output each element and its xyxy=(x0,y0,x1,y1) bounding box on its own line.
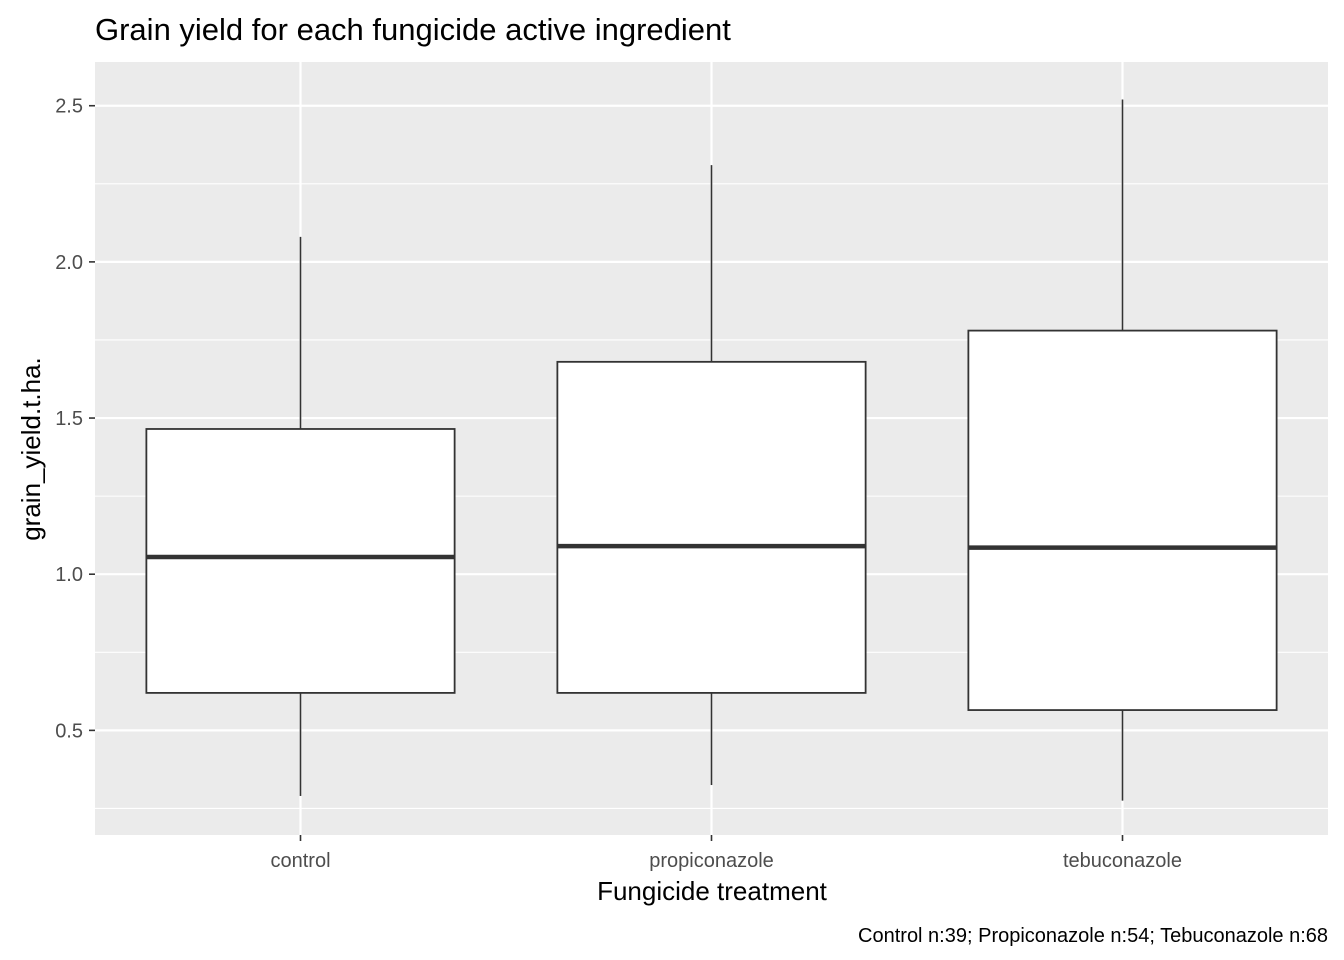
y-tick-label: 2.5 xyxy=(55,96,83,118)
y-axis: 0.5 1.0 1.5 2.0 2.5 xyxy=(55,96,95,742)
box-iqr xyxy=(556,360,867,694)
boxes xyxy=(145,99,1278,801)
box-iqr xyxy=(967,329,1278,711)
chart-title: Grain yield for each fungicide active in… xyxy=(95,12,731,47)
box-propiconazole xyxy=(556,165,867,786)
x-tick-label: propiconazole xyxy=(649,850,774,872)
y-axis-title: grain_yield.t.ha. xyxy=(16,357,46,541)
x-axis: control propiconazole tebuconazole xyxy=(270,835,1182,872)
y-tick-label: 1.0 xyxy=(55,564,83,586)
y-tick-label: 0.5 xyxy=(55,720,83,742)
box-control xyxy=(145,236,456,796)
box-tebuconazole xyxy=(967,99,1278,801)
y-tick-label: 1.5 xyxy=(55,408,83,430)
x-tick-label: tebuconazole xyxy=(1063,850,1182,872)
y-tick-label: 2.0 xyxy=(55,252,83,274)
x-tick-label: control xyxy=(270,850,330,872)
caption: Control n:39; Propiconazole n:54; Tebuco… xyxy=(858,925,1328,947)
x-axis-title: Fungicide treatment xyxy=(597,876,828,906)
box-iqr xyxy=(145,428,456,694)
